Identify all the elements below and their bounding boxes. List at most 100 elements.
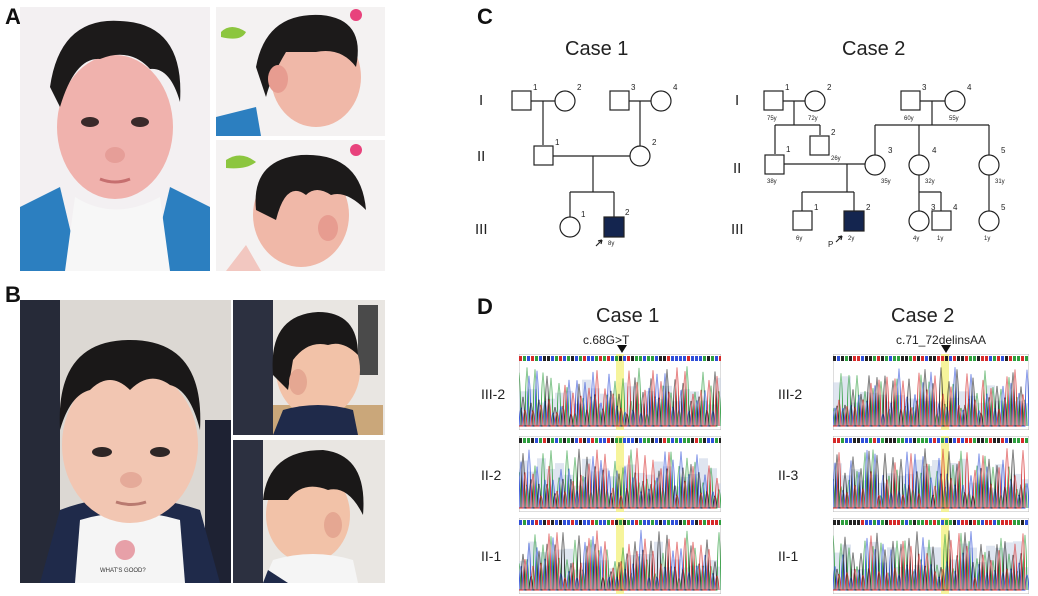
chromatogram-case2-ii1: [833, 518, 1029, 594]
case2-age-III4: 1y: [937, 236, 943, 242]
pedigree-case1-generation-2: II: [477, 148, 486, 165]
case2-num-III2: 2: [866, 203, 871, 212]
sequencing-case2-row3-label: II-1: [778, 548, 799, 564]
case2-II2-male: [809, 135, 830, 156]
case2-num-I4: 4: [967, 83, 972, 92]
sequencing-case2-row2-label: II-3: [778, 467, 799, 483]
case2-age-I4: 55y: [949, 116, 959, 122]
case2-II3-female: [864, 154, 886, 176]
pedigree-case2: 1 2 3 4 1 2 3 4 5 1 2 3 4 5 75y 72y 60y …: [763, 83, 1006, 249]
chromatogram-case2-ii3: [833, 436, 1029, 512]
case2-age-III1: 6y: [796, 236, 802, 242]
case2-variant-arrow-icon: [941, 345, 951, 353]
case1-III2-affected-male: [603, 216, 625, 238]
case2-num-II1: 1: [786, 145, 791, 154]
case1-num-I3: 3: [631, 83, 636, 92]
chromatogram-case1-iii2: [519, 354, 721, 430]
case1-num-III2: 2: [625, 208, 630, 217]
case2-II5-female: [978, 154, 1000, 176]
chromatogram-case1-ii2: [519, 436, 721, 512]
case1-II2-female: [629, 145, 651, 167]
case2-num-II5: 5: [1001, 146, 1006, 155]
case2-num-I2: 2: [827, 83, 832, 92]
case2-age-I3: 60y: [904, 116, 914, 122]
case2-I3-male: [900, 90, 921, 111]
profile-illustration-case1-right: [216, 7, 385, 136]
pedigree-case2-title: Case 2: [842, 38, 906, 60]
pedigree-case1: 1 2 3 4 1 2 1 2 8y: [511, 83, 678, 247]
case2-I1-male: [763, 90, 784, 111]
case2-age-I2: 72y: [808, 116, 818, 122]
case2-num-III4: 4: [953, 203, 958, 212]
profile-illustration-case1-left: [216, 140, 385, 271]
sequencing-case1-row3-label: II-1: [481, 548, 502, 564]
case2-num-I1: 1: [785, 83, 790, 92]
case2-num-III5: 5: [1001, 203, 1006, 212]
case2-num-II4: 4: [932, 146, 937, 155]
case1-num-II2: 2: [652, 138, 657, 147]
face-illustration-case2-front: WHAT'S GOOD?: [20, 300, 231, 583]
face-illustration-case1-front: [20, 7, 210, 271]
pedigree-case2-generation-3: III: [731, 221, 744, 238]
photo-case1-right-profile: [216, 7, 385, 136]
sequencing-case1-row2-label: II-2: [481, 467, 502, 483]
case1-I4-female: [650, 90, 672, 112]
case1-variant-arrow-icon: [617, 345, 627, 353]
profile-illustration-case2-right: [233, 300, 385, 435]
case2-III3-female: [908, 210, 930, 232]
photo-case2-frontal: WHAT'S GOOD?: [20, 300, 231, 583]
photo-case2-left-profile: [233, 440, 385, 583]
case2-num-I3: 3: [922, 83, 927, 92]
variant-highlight: [616, 518, 624, 594]
shirt-text: WHAT'S GOOD?: [100, 568, 146, 574]
variant-highlight: [941, 518, 949, 594]
case1-I1-male: [511, 90, 532, 111]
case1-num-I1: 1: [533, 83, 538, 92]
sequencing-case1-variant: c.68G>T: [583, 333, 630, 347]
pedigree-case2-generation-2: II: [733, 160, 742, 177]
panel-letter-b: B: [5, 282, 21, 307]
variant-highlight: [941, 436, 949, 512]
case2-age-III2: 2y: [848, 236, 854, 242]
case2-num-II2: 2: [831, 128, 836, 137]
photo-case1-left-profile: [216, 140, 385, 271]
case1-num-III1: 1: [581, 210, 586, 219]
photo-case2-right-profile: [233, 300, 385, 435]
sequencing-case2-variant: c.71_72delinsAA: [896, 333, 987, 347]
variant-highlight: [616, 354, 624, 430]
case2-num-III1: 1: [814, 203, 819, 212]
case2-II4-female: [908, 154, 930, 176]
case1-num-I2: 2: [577, 83, 582, 92]
case1-proband-arrow: [595, 239, 603, 247]
sequencing-case1-title: Case 1: [596, 305, 660, 327]
pedigree-case1-generation-1: I: [479, 92, 484, 109]
case2-I2-female: [804, 90, 826, 112]
case2-II1-male: [764, 154, 785, 175]
case2-III5-female: [978, 210, 1000, 232]
case2-III2-affected-male: [843, 210, 865, 232]
case2-age-III5: 1y: [984, 236, 990, 242]
case2-age-I1: 75y: [767, 116, 777, 122]
chromatogram-case1-ii1: [519, 518, 721, 594]
profile-illustration-case2-left: [233, 440, 385, 583]
pedigree-case1-generation-3: III: [475, 221, 488, 238]
case1-III1-female: [559, 216, 581, 238]
case2-age-II2: 26y: [831, 156, 841, 162]
case1-I2-female: [554, 90, 576, 112]
chromatogram-case2-iii2: [833, 354, 1029, 430]
sequencing-case2-title: Case 2: [891, 305, 955, 327]
photo-case1-frontal: [20, 7, 210, 271]
case2-III1-male: [792, 210, 813, 231]
case2-I4-female: [944, 90, 966, 112]
pedigree-case1-title: Case 1: [565, 38, 629, 60]
case1-age-III2: 8y: [608, 241, 614, 247]
case2-age-II5: 31y: [995, 179, 1005, 185]
variant-highlight: [616, 436, 624, 512]
case1-II1-male: [533, 145, 554, 166]
case2-III4-male: [931, 210, 952, 231]
case2-proband-label: P: [828, 240, 833, 249]
case1-num-I4: 4: [673, 83, 678, 92]
sequencing-case1-row1-label: III-2: [481, 386, 506, 402]
variant-highlight: [941, 354, 949, 430]
case2-age-II4: 32y: [925, 179, 935, 185]
